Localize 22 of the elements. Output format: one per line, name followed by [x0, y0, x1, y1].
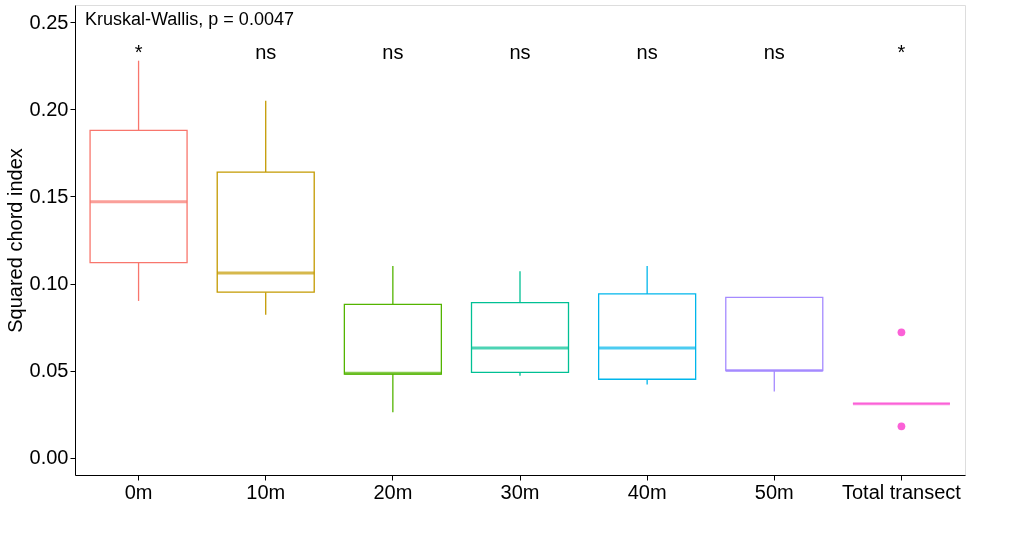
y-tick-label: 0.10	[29, 272, 69, 295]
y-axis-title: Squared chord index	[3, 148, 26, 333]
annotation: *	[897, 41, 906, 63]
y-tick-label: 0.15	[29, 184, 69, 207]
annotation: ns	[636, 41, 658, 63]
x-tick-label: 0m	[124, 480, 153, 503]
x-tick-label: 30m	[500, 480, 540, 503]
annotation: ns	[255, 41, 277, 63]
x-tick-label: 40m	[627, 480, 667, 503]
annotation: ns	[509, 41, 531, 63]
y-tick-label: 0.00	[29, 446, 69, 469]
y-tick-label: 0.20	[29, 97, 69, 120]
x-tick-label: 50m	[754, 480, 794, 503]
annotation: ns	[763, 41, 785, 63]
x-tick-label: 20m	[373, 480, 413, 503]
y-tick-label: 0.05	[29, 359, 69, 382]
y-tick-label: 0.25	[29, 10, 69, 33]
annotation: Kruskal-Wallis, p = 0.0047	[85, 9, 294, 29]
x-tick-label: 10m	[246, 480, 286, 503]
annotation: *	[134, 41, 143, 63]
annotation: ns	[382, 41, 404, 63]
x-tick-label: Total transect	[841, 480, 962, 503]
